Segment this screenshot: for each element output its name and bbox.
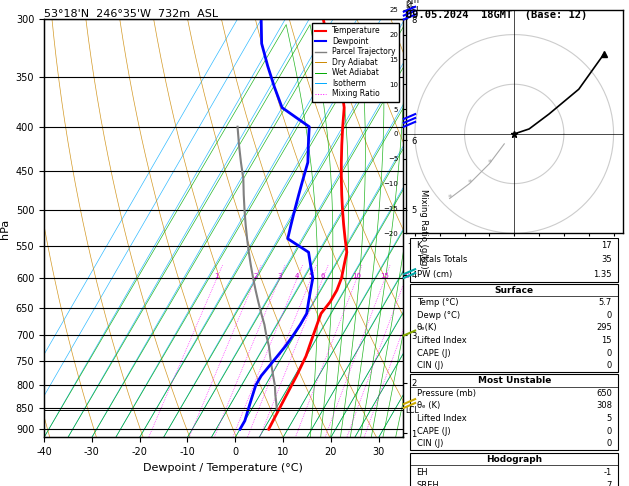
Text: 6: 6 [320, 273, 325, 279]
Text: PW (cm): PW (cm) [416, 270, 452, 279]
X-axis label: Dewpoint / Temperature (°C): Dewpoint / Temperature (°C) [143, 463, 303, 473]
Text: LCL: LCL [405, 406, 419, 415]
Text: kt: kt [406, 0, 414, 10]
Bar [410, 452, 618, 486]
Text: 308: 308 [596, 401, 612, 411]
Text: CAPE (J): CAPE (J) [416, 348, 450, 358]
Text: 295: 295 [596, 324, 612, 332]
Text: Temp (°C): Temp (°C) [416, 298, 458, 307]
Text: Lifted Index: Lifted Index [416, 336, 466, 345]
Text: 20: 20 [401, 273, 410, 279]
Text: 0: 0 [606, 348, 612, 358]
Text: 15: 15 [381, 273, 389, 279]
Text: -1: -1 [604, 468, 612, 477]
Text: 1: 1 [214, 273, 219, 279]
Text: 2: 2 [253, 273, 257, 279]
Text: 17: 17 [601, 241, 612, 250]
Text: 3: 3 [277, 273, 282, 279]
Text: 4: 4 [295, 273, 299, 279]
Text: CIN (J): CIN (J) [416, 439, 443, 448]
Text: *: * [487, 159, 491, 168]
Text: 10: 10 [352, 273, 361, 279]
Text: Dewp (°C): Dewp (°C) [416, 311, 460, 320]
Text: 5: 5 [309, 273, 313, 279]
Text: *: * [467, 179, 472, 188]
Text: 35: 35 [601, 255, 612, 264]
Text: θₑ (K): θₑ (K) [416, 401, 440, 411]
Text: 1.35: 1.35 [593, 270, 612, 279]
Text: Totals Totals: Totals Totals [416, 255, 467, 264]
Text: θₑ(K): θₑ(K) [416, 324, 437, 332]
Text: 25: 25 [418, 273, 426, 279]
Bar [410, 374, 618, 450]
Text: 53°18'N  246°35'W  732m  ASL: 53°18'N 246°35'W 732m ASL [44, 9, 218, 18]
Text: CAPE (J): CAPE (J) [416, 427, 450, 435]
Text: km
ASL: km ASL [406, 0, 422, 15]
Text: EH: EH [416, 468, 428, 477]
Text: 0: 0 [606, 439, 612, 448]
Legend: Temperature, Dewpoint, Parcel Trajectory, Dry Adiabat, Wet Adiabat, Isotherm, Mi: Temperature, Dewpoint, Parcel Trajectory… [311, 23, 399, 102]
Text: CIN (J): CIN (J) [416, 361, 443, 370]
Text: *: * [447, 194, 452, 203]
Y-axis label: hPa: hPa [0, 218, 10, 239]
Text: Lifted Index: Lifted Index [416, 414, 466, 423]
Text: 15: 15 [601, 336, 612, 345]
Text: 0: 0 [606, 427, 612, 435]
Text: Most Unstable: Most Unstable [477, 376, 551, 385]
Y-axis label: Mixing Ratio (g/kg): Mixing Ratio (g/kg) [419, 189, 428, 268]
Text: 0: 0 [606, 311, 612, 320]
Text: 09.05.2024  18GMT  (Base: 12): 09.05.2024 18GMT (Base: 12) [406, 10, 587, 20]
Bar [410, 284, 618, 372]
Text: Pressure (mb): Pressure (mb) [416, 389, 476, 398]
Text: Surface: Surface [494, 286, 534, 295]
Text: Hodograph: Hodograph [486, 454, 542, 464]
Text: 7: 7 [606, 481, 612, 486]
Bar [410, 238, 618, 281]
Text: K: K [416, 241, 422, 250]
Text: 650: 650 [596, 389, 612, 398]
Text: 0: 0 [606, 361, 612, 370]
Text: SREH: SREH [416, 481, 439, 486]
Text: 5.7: 5.7 [599, 298, 612, 307]
Text: 5: 5 [606, 414, 612, 423]
